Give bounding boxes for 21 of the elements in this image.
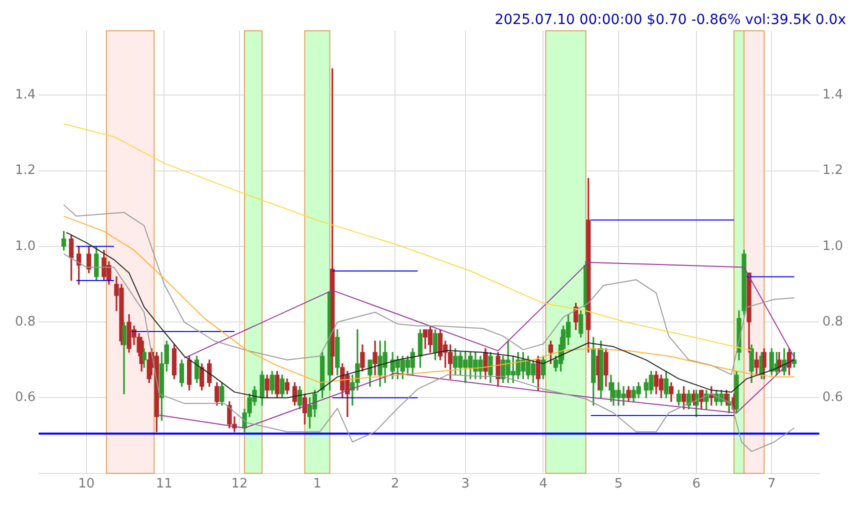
x-tick-label: 3 bbox=[461, 476, 470, 492]
y-tick-label: 1.0 bbox=[14, 238, 36, 254]
x-tick-label: 12 bbox=[231, 476, 248, 492]
chart-title: 2025.07.10 00:00:00 $0.70 -0.86% vol:39.5K 0.0x bbox=[494, 12, 846, 28]
y2-tick-label: 0.8 bbox=[822, 314, 844, 330]
y2-tick-label: 1.0 bbox=[822, 238, 844, 254]
y2-tick-label: 0.6 bbox=[822, 390, 844, 406]
y-tick-label: 1.2 bbox=[14, 163, 36, 178]
y-tick-label: 0.6 bbox=[14, 390, 36, 406]
y-tick-label: 0.8 bbox=[14, 314, 36, 330]
x-tick-label: 11 bbox=[156, 476, 172, 492]
x-tick-label: 10 bbox=[78, 476, 95, 492]
y-tick-label: 1.4 bbox=[14, 87, 36, 102]
x-tick-label: 2 bbox=[390, 476, 400, 492]
x-tick-label: 1 bbox=[313, 476, 322, 492]
y2-tick-label: 1.2 bbox=[822, 163, 844, 178]
x-tick-label: 7 bbox=[767, 476, 776, 492]
x-tick-label: 4 bbox=[539, 476, 548, 492]
x-tick-label: 5 bbox=[614, 476, 623, 492]
y2-tick-label: 1.4 bbox=[822, 87, 844, 102]
x-tick-label: 6 bbox=[692, 476, 700, 492]
